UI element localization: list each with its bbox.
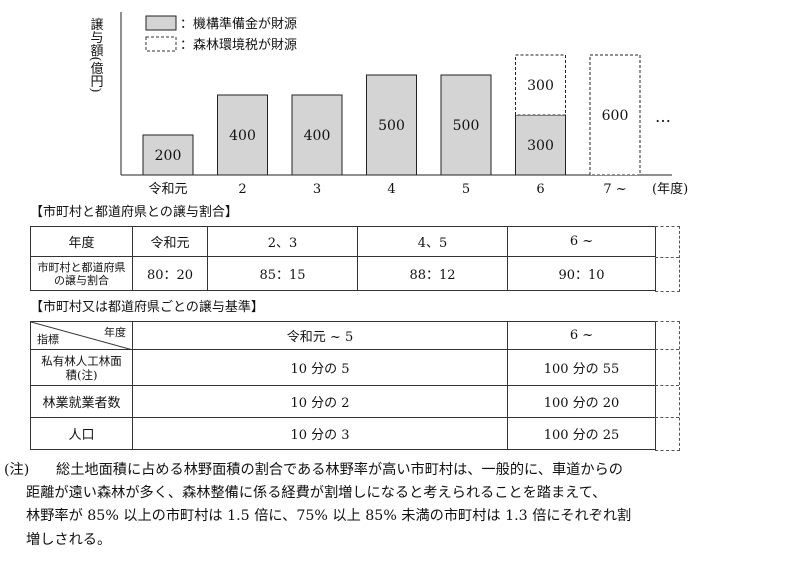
ratio-cell: 80：20 (132, 256, 208, 291)
x-tick-label: 2 (238, 182, 246, 197)
criteria-cell: 100 分の 25 (507, 417, 656, 450)
footnote-line: 総土地面積に占める林野面積の割合である林野率が高い市町村は、一般的に、車道からの (56, 462, 623, 478)
bar-solid (217, 94, 268, 176)
bar-dashed (589, 54, 641, 176)
criteria-row: 人口 10 分の 3 100 分の 25 (30, 417, 656, 450)
bar-value-label: 500 (378, 118, 405, 134)
ratio-cell: 85：15 (207, 256, 358, 291)
footnote-body: 総土地面積に占める林野面積の割合である林野率が高い市町村は、一般的に、車道からの (56, 459, 792, 482)
bar-value-label: 500 (453, 118, 480, 134)
x-tick-label: 4 (387, 182, 395, 197)
criteria-header-col: 令和元 ~ 5 (132, 321, 508, 350)
corner-label-indicator: 指標 (37, 333, 59, 346)
ratio-row-label: 市町村と都道府県の譲与割合 (30, 256, 133, 291)
x-tick-labels: 令和元 2 3 4 5 6 7 ~ (148, 182, 626, 197)
bar-value-label: 300 (527, 78, 554, 94)
ratio-cell: 90：10 (507, 256, 656, 291)
x-axis-unit: (年度) (652, 181, 688, 197)
ratio-table-dashed-continuation (655, 226, 680, 292)
ratio-header-year: 年度 (30, 226, 133, 257)
bar-dashed (515, 54, 566, 116)
footnote-body-continued: 距離が遠い森林が多く、森林整備に係る経費が割増しになると考えられることを踏まえて… (26, 482, 792, 552)
ratio-cell: 88：12 (357, 256, 508, 291)
ratio-header-col: 2、3 (207, 226, 358, 257)
criteria-row-label: 林業就業者数 (30, 385, 133, 418)
criteria-row: 私有林人工林面積(注) 10 分の 5 100 分の 55 (30, 349, 656, 386)
criteria-row: 林業就業者数 10 分の 2 100 分の 20 (30, 385, 656, 418)
legend-label-solid: ：機構準備金が財源 (180, 16, 297, 32)
continuation-ellipsis: … (655, 107, 671, 126)
ratio-header-col: 4、5 (357, 226, 508, 257)
legend-swatch-dashed (145, 36, 177, 52)
bars-group: 200 400 400 500 500 300 300 600 (142, 54, 641, 176)
corner-label-year: 年度 (104, 326, 126, 339)
criteria-dashed-divider (655, 417, 679, 418)
bar-solid (291, 94, 343, 176)
criteria-row-label: 私有林人工林面積(注) (30, 349, 133, 386)
x-tick-label: 5 (462, 182, 470, 197)
criteria-cell: 10 分の 3 (132, 417, 508, 450)
ratio-table-row: 市町村と都道府県の譲与割合 80：20 85：15 88：12 90：10 (30, 256, 656, 291)
x-tick-label: 3 (313, 182, 321, 197)
footnote-mark: (注) (4, 462, 30, 478)
bar-value-label: 600 (602, 108, 629, 124)
footnote: (注) 総土地面積に占める林野面積の割合である林野率が高い市町村は、一般的に、車… (4, 459, 792, 552)
bar-solid (142, 134, 194, 176)
bar-value-label: 400 (229, 128, 256, 144)
ratio-header-col: 令和元 (132, 226, 208, 257)
ratio-table: 年度 令和元 2、3 4、5 6 ~ 市町村と都道府県の譲与割合 80：20 8… (30, 226, 656, 291)
criteria-dashed-divider (655, 349, 679, 350)
corner-diagonal (31, 322, 130, 349)
section1-title: 【市町村と都道府県との譲与割合】 (30, 205, 238, 220)
x-tick-label: 7 ~ (603, 182, 626, 197)
ratio-table-header: 年度 令和元 2、3 4、5 6 ~ (30, 226, 656, 257)
legend-swatch-solid (145, 15, 177, 31)
ratio-header-col: 6 ~ (507, 226, 656, 257)
bar-solid (440, 74, 492, 176)
legend: ：機構準備金が財源 ：森林環境税が財源 (145, 15, 297, 53)
footnote-line: 距離が遠い森林が多く、森林整備に係る経費が割増しになると考えられることを踏まえて… (26, 485, 607, 502)
ratio-table-dashed-divider (655, 257, 679, 258)
criteria-table-dashed-continuation (655, 321, 680, 451)
criteria-dashed-divider (655, 385, 679, 386)
criteria-corner-cell: 年度 指標 (30, 321, 133, 350)
section2-title: 【市町村又は都道府県ごとの譲与基準】 (30, 300, 264, 315)
bar-solid (366, 74, 417, 176)
criteria-cell: 10 分の 2 (132, 385, 508, 418)
footnote-line: 増しされる。 (26, 531, 112, 548)
bar-value-label: 200 (155, 148, 182, 164)
criteria-table-header: 年度 指標 令和元 ~ 5 6 ~ (30, 321, 656, 350)
legend-label-dashed: ：森林環境税が財源 (180, 38, 297, 53)
bar-solid (515, 114, 566, 176)
criteria-cell: 10 分の 5 (132, 349, 508, 386)
criteria-cell: 100 分の 20 (507, 385, 656, 418)
criteria-row-label: 人口 (30, 417, 133, 450)
bar-value-label: 300 (527, 138, 554, 154)
bar-value-label: 400 (304, 128, 331, 144)
bar-chart: 譲与額(億円) ：機構準備金が財源 ：森林環境税が財源 200 400 400 500… (88, 12, 688, 197)
x-tick-label: 令和元 (148, 182, 187, 197)
criteria-cell: 100 分の 55 (507, 349, 656, 386)
criteria-header-col: 6 ~ (507, 321, 656, 350)
footnote-line: 林野率が 85% 以上の市町村は 1.5 倍に、75% 以上 85% 未満の市町… (26, 508, 632, 525)
y-axis-label: 譲与額(億円) (88, 17, 104, 93)
criteria-table: 年度 指標 令和元 ~ 5 6 ~ 私有林人工林面積(注) 10 分の 5 10… (30, 321, 656, 450)
x-tick-label: 6 (536, 182, 544, 197)
